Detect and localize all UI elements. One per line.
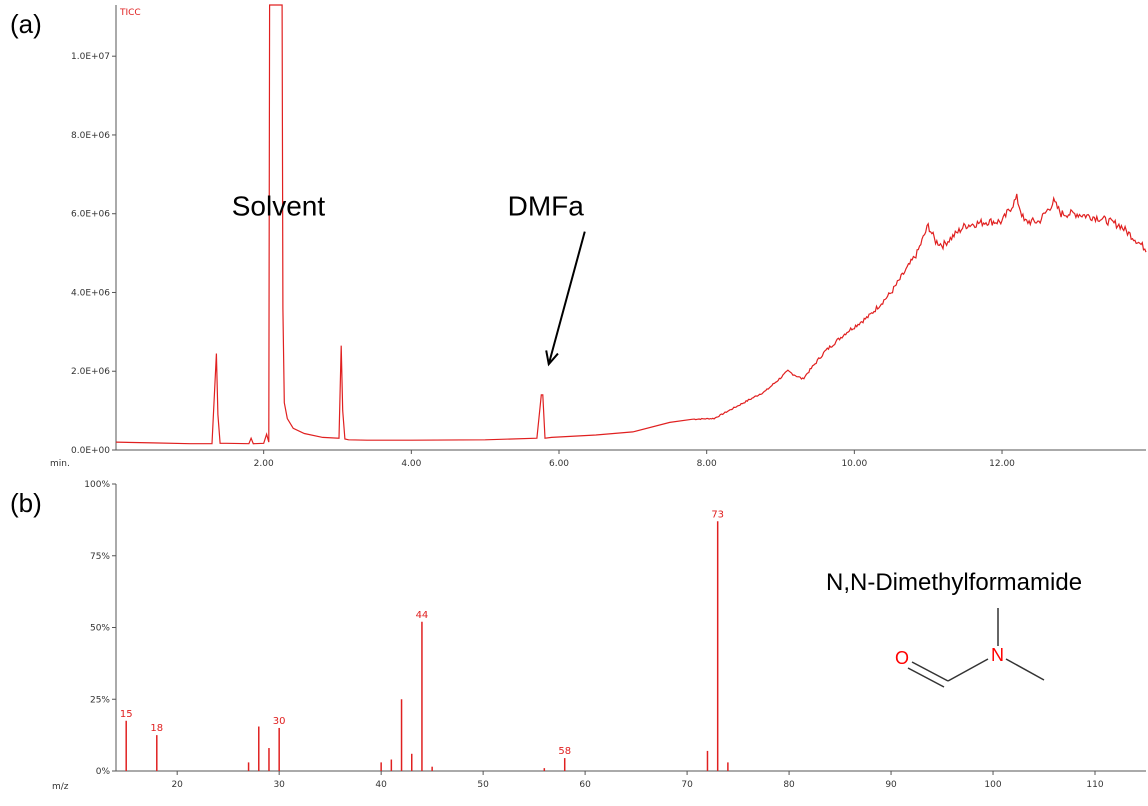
chromatogram-y-tick-label: 1.0E+07 [71,52,110,62]
chromatogram-annotations: Solvent DMFa [232,191,586,367]
chromatogram-x-tick-label: 8.00 [697,459,717,469]
spectrum-x-tick-label: 20 [171,780,183,790]
spectrum-y-tick-label: 0% [96,767,111,777]
chromatogram-x-unit: min. [50,459,70,469]
atom-oxygen: O [895,648,909,668]
chromatogram-chart: TICC min. 0.0E+00 2.0E+06 4.0E+06 6.0E+06 8.… [50,4,1147,469]
bond-n-carbon [947,658,989,682]
atom-nitrogen: N [991,645,1004,665]
spectrum-y-tick-label: 100% [84,480,110,490]
spectrum-x-tick-label: 60 [579,780,591,790]
annotation-dmfa: DMFa [508,191,585,222]
spectrum-peak-label: 73 [711,509,724,520]
spectrum-x-tick-label: 40 [375,780,387,790]
panel-label-b: (b) [10,488,42,518]
chromatogram-x-tick-label: 4.00 [401,459,421,469]
spectrum-x-ticks: 20 30 40 50 60 70 80 90 100 110 [171,771,1104,790]
spectrum-x-tick-label: 110 [1086,780,1103,790]
compound-name: N,N-Dimethylformamide [826,569,1082,596]
spectrum-peak-label: 15 [120,709,133,720]
spectrum-peaks: 15 18 30 44 58 73 [120,509,729,771]
spectrum-x-tick-label: 90 [885,780,897,790]
annotation-solvent: Solvent [232,191,326,222]
chromatogram-y-ticks: 0.0E+00 2.0E+06 4.0E+06 6.0E+06 8.0E+06 1.0E+… [71,52,116,456]
spectrum-x-tick-label: 30 [273,780,285,790]
annotation-dmfa-arrow [547,231,586,365]
chromatogram-x-ticks: 2.00 4.00 6.00 8.00 10.00 12.00 [254,450,1015,469]
spectrum-peak-label: 44 [416,610,429,621]
spectrum-y-tick-label: 50% [90,624,110,634]
chromatogram-x-tick-label: 2.00 [254,459,274,469]
spectrum-x-unit: m/z [52,782,69,792]
mass-spectrum-chart: m/z 0% 25% 50% 75% 100% 20 30 40 50 60 70 80 90 100 1… [52,480,1146,792]
chromatogram-y-tick-label: 0.0E+00 [71,446,110,456]
spectrum-peak-label: 18 [150,723,163,734]
spectrum-peak-label: 58 [558,746,571,757]
spectrum-y-ticks: 0% 25% 50% 75% 100% [84,480,116,777]
chromatogram-x-tick-label: 6.00 [549,459,569,469]
chromatogram-y-tick-label: 2.0E+06 [71,367,110,377]
bond-carbonyl-1 [911,661,949,682]
spectrum-y-tick-label: 25% [90,695,110,705]
spectrum-x-tick-label: 80 [783,780,795,790]
chromatogram-x-tick-label: 10.00 [841,459,867,469]
spectrum-peak-label: 30 [273,716,286,727]
spectrum-x-tick-label: 50 [477,780,489,790]
chromatogram-y-tick-label: 4.0E+06 [71,288,110,298]
chromatogram-x-tick-label: 12.00 [989,459,1015,469]
panel-label-a: (a) [10,9,42,39]
spectrum-y-tick-label: 75% [90,552,110,562]
bond-carbonyl-2 [907,667,945,688]
compound-structure: N,N-Dimethylformamide O N [826,569,1082,688]
bond-n-methyl-right [1005,658,1045,681]
annotation-dmfa-arrowhead [545,350,559,367]
spectrum-x-tick-label: 70 [681,780,693,790]
chromatogram-trace [115,4,1147,445]
chromatogram-y-tick-label: 6.0E+06 [71,210,110,220]
spectrum-x-tick-label: 100 [984,780,1001,790]
chromatogram-y-tick-label: 8.0E+06 [71,131,110,141]
trace-label: TICC [119,8,141,18]
